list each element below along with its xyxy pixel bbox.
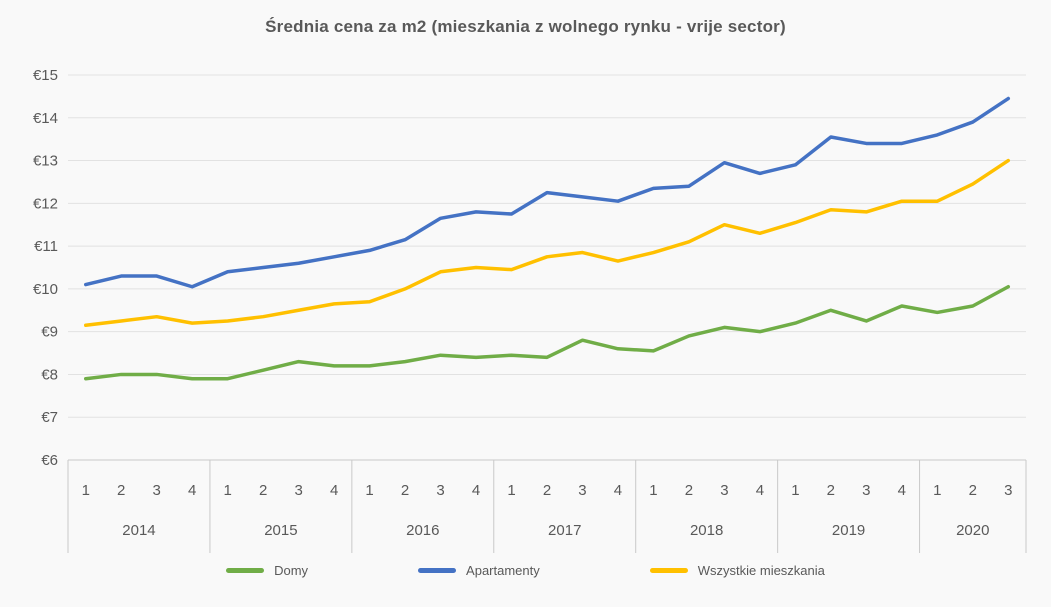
y-axis-tick-label: €10: [33, 281, 58, 298]
quarter-tick-label: 1: [791, 482, 799, 499]
quarter-tick-label: 4: [614, 482, 622, 499]
chart-container: Średnia cena za m2 (mieszkania z wolnego…: [0, 17, 1051, 578]
quarter-tick-label: 2: [117, 482, 125, 499]
price-line-chart: €6 €7 €8 €9 €10 €11 €12 €13 €14 €15 1 2 3 4 1 2 3 4 1 2 3 4 1 2…: [33, 67, 1027, 553]
y-axis-tick-label: €9: [41, 324, 58, 341]
gridlines: €6 €7 €8 €9 €10 €11 €12 €13 €14 €15: [33, 67, 1026, 469]
quarter-tick-label: 4: [188, 482, 196, 499]
legend-label-domy: Domy: [274, 563, 309, 578]
quarter-tick-label: 4: [898, 482, 906, 499]
quarter-tick-label: 1: [507, 482, 515, 499]
y-axis-tick-label: €12: [33, 195, 58, 212]
legend-item-apartamenty: Apartamenty: [418, 563, 540, 578]
year-tick-label: 2020: [956, 522, 989, 539]
year-tick-label: 2018: [690, 522, 723, 539]
legend-label-wszystkie-mieszkania: Wszystkie mieszkania: [697, 563, 825, 578]
series-line-apartamenty: [83, 96, 1011, 289]
legend-item-wszystkie-mieszkania: Wszystkie mieszkania: [649, 563, 825, 578]
year-tick-label: 2019: [832, 522, 865, 539]
quarter-tick-label: 1: [82, 482, 90, 499]
quarter-tick-label: 3: [153, 482, 161, 499]
y-axis-tick-label: €14: [33, 110, 58, 127]
quarter-tick-label: 2: [969, 482, 977, 499]
quarter-tick-label: 3: [720, 482, 728, 499]
quarter-tick-label: 1: [223, 482, 231, 499]
chart-legend: Domy Apartamenty Wszystkie mieszkania: [0, 563, 1051, 578]
quarter-tick-label: 1: [933, 482, 941, 499]
quarter-tick-label: 4: [756, 482, 764, 499]
x-axis: 1 2 3 4 1 2 3 4 1 2 3 4 1 2 3 4 1 2 3 4 1 2 3 4 1 2 3 2014 2015 2016 2…: [67, 460, 1027, 553]
y-axis-tick-label: €11: [34, 238, 58, 255]
quarter-tick-label: 1: [649, 482, 657, 499]
quarter-tick-label: 4: [472, 482, 480, 499]
quarter-tick-label: 4: [330, 482, 338, 499]
y-axis-tick-label: €8: [41, 366, 58, 383]
legend-marker-domy: [226, 568, 265, 573]
legend-label-apartamenty: Apartamenty: [466, 563, 540, 578]
quarter-tick-label: 3: [862, 482, 870, 499]
year-tick-label: 2015: [264, 522, 297, 539]
quarter-tick-label: 3: [1004, 482, 1012, 499]
series-line-wszystkie-mieszkania: [83, 158, 1011, 327]
legend-marker-wszystkie-mieszkania: [649, 568, 688, 573]
year-tick-label: 2017: [548, 522, 581, 539]
quarter-tick-label: 2: [259, 482, 267, 499]
quarter-tick-label: 2: [401, 482, 409, 499]
quarter-tick-label: 2: [827, 482, 835, 499]
series-line-domy: [83, 285, 1011, 381]
chart-title: Średnia cena za m2 (mieszkania z wolnego…: [265, 17, 786, 36]
legend-item-domy: Domy: [226, 563, 308, 578]
quarter-tick-label: 3: [436, 482, 444, 499]
quarter-tick-label: 2: [685, 482, 693, 499]
quarter-tick-label: 2: [543, 482, 551, 499]
legend-marker-apartamenty: [418, 568, 457, 573]
quarter-tick-label: 3: [578, 482, 586, 499]
year-tick-label: 2014: [122, 522, 155, 539]
quarter-tick-label: 1: [365, 482, 373, 499]
y-axis-tick-label: €13: [33, 153, 58, 170]
y-axis-tick-label: €7: [41, 409, 58, 426]
y-axis-tick-label: €6: [41, 452, 58, 469]
year-tick-label: 2016: [406, 522, 439, 539]
quarter-tick-label: 3: [294, 482, 302, 499]
y-axis-tick-label: €15: [33, 67, 58, 84]
